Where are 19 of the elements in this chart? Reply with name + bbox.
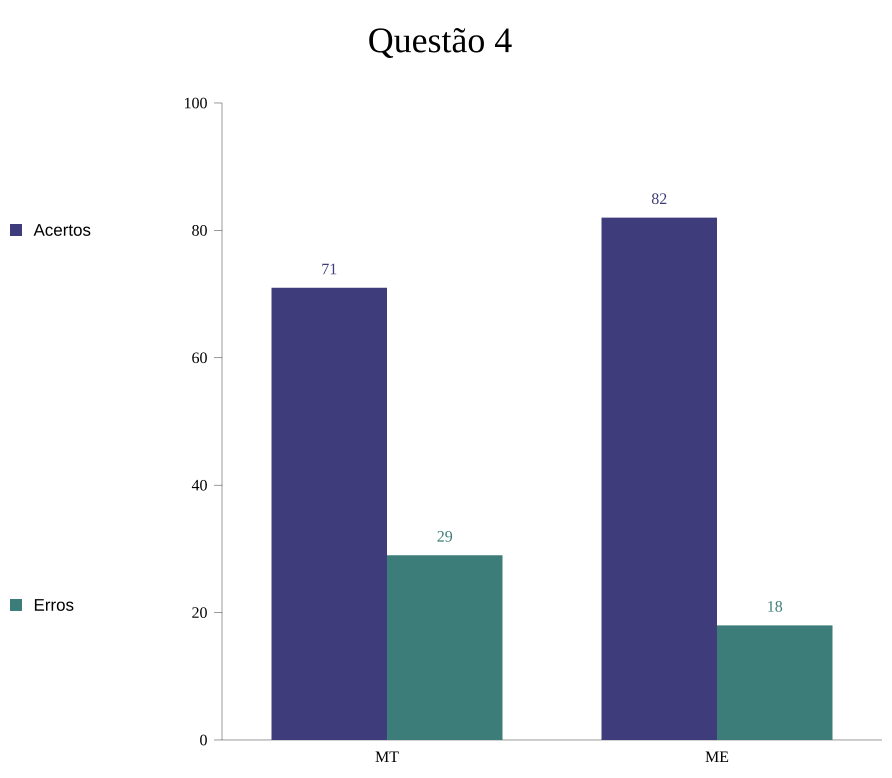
- data-label: 18: [768, 601, 782, 612]
- y-tick-label: 0: [200, 734, 207, 746]
- data-label: 71: [322, 264, 336, 274]
- legend-label: Erros: [34, 599, 74, 611]
- y-tick-label: 40: [192, 480, 207, 491]
- y-tick-label: 20: [192, 607, 207, 618]
- y-tick-label: 80: [192, 225, 207, 236]
- bar: [387, 555, 503, 740]
- y-tick-label: 100: [184, 98, 207, 108]
- bar: [717, 625, 833, 740]
- y-tick-label: 60: [192, 352, 207, 364]
- data-label: 82: [652, 193, 666, 204]
- x-tick-label: MT: [376, 752, 399, 762]
- chart-title: Questão 4: [369, 28, 512, 58]
- data-label: 29: [437, 531, 452, 542]
- x-tick-label: ME: [706, 752, 728, 762]
- bar: [272, 288, 388, 740]
- bar: [602, 218, 718, 740]
- legend-label: Acertos: [34, 224, 90, 236]
